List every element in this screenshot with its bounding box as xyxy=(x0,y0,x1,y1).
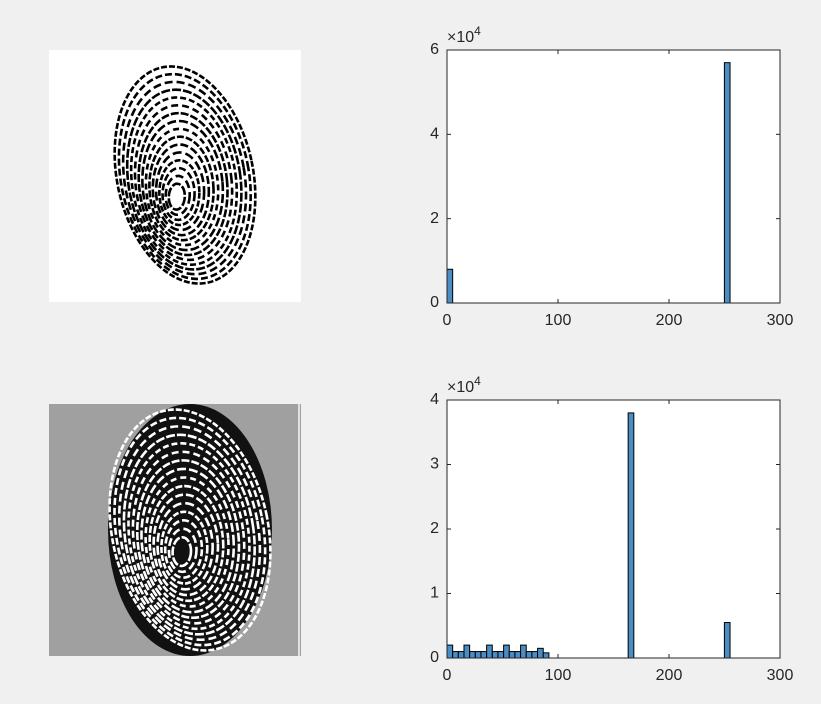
y-tick-label: 2 xyxy=(430,210,439,227)
ridge xyxy=(151,143,211,237)
ridge xyxy=(167,182,187,211)
ridge xyxy=(117,425,262,642)
x-tick-label: 100 xyxy=(545,312,572,329)
histogram-bar xyxy=(474,651,482,659)
histogram-bar xyxy=(503,644,510,659)
processed-fingerprint-image xyxy=(49,404,301,656)
histogram-bar xyxy=(537,647,544,659)
axes-background xyxy=(447,400,780,658)
histogram-bar xyxy=(486,644,493,659)
histogram-bar xyxy=(542,652,550,659)
y-tick-label: 1 xyxy=(430,585,439,602)
histogram-bar xyxy=(723,62,731,304)
ridge xyxy=(156,501,214,591)
ridge xyxy=(140,467,236,614)
histogram-bar xyxy=(446,268,454,304)
ridge xyxy=(158,158,201,227)
ridge xyxy=(108,408,272,652)
x-tick-label: 300 xyxy=(767,312,794,329)
ridge xyxy=(137,111,229,257)
histogram-bar xyxy=(520,644,527,659)
x-tick-label: 300 xyxy=(767,667,794,684)
y-tick-label: 3 xyxy=(430,456,439,473)
histogram-bar xyxy=(514,651,522,659)
ridge xyxy=(167,527,198,574)
ridge xyxy=(133,103,234,262)
y-tick-label: 6 xyxy=(430,41,439,58)
ridge xyxy=(163,519,204,580)
histogram-bar xyxy=(446,644,454,659)
ridge xyxy=(117,72,252,281)
multiplier-base: ×10 xyxy=(447,379,474,396)
histogram-bar xyxy=(491,651,499,659)
ridge xyxy=(144,476,230,608)
y-multiplier: ×104 xyxy=(447,374,481,396)
ridge xyxy=(164,174,192,217)
multiplier-exponent: 4 xyxy=(474,374,481,388)
x-tick-label: 200 xyxy=(656,667,683,684)
ridge xyxy=(125,88,243,271)
y-tick-label: 0 xyxy=(430,294,439,311)
x-tick-label: 0 xyxy=(443,312,452,329)
ridge xyxy=(144,127,220,247)
ridge xyxy=(154,151,206,232)
histogram-bar xyxy=(497,651,505,659)
histogram-bar xyxy=(469,651,476,659)
ridge xyxy=(171,536,193,568)
multiplier-exponent: 4 xyxy=(474,24,481,38)
histogram-bar xyxy=(480,651,488,659)
ridge xyxy=(127,442,251,631)
multiplier-base: ×10 xyxy=(447,29,474,46)
y-tick-label: 2 xyxy=(430,520,439,537)
ridge xyxy=(131,450,246,625)
axes-box xyxy=(446,49,781,304)
x-tick-label: 0 xyxy=(443,667,452,684)
x-tick-label: 100 xyxy=(545,667,572,684)
histogram-bar xyxy=(723,622,731,659)
y-multiplier: ×104 xyxy=(447,24,481,46)
y-tick-label: 4 xyxy=(430,126,439,143)
image-background xyxy=(49,50,301,302)
ridge xyxy=(148,135,215,242)
print-area xyxy=(108,404,272,656)
ridge xyxy=(161,166,196,222)
ridge xyxy=(129,96,239,266)
histogram-bar xyxy=(627,412,635,659)
histogram-bar xyxy=(508,651,516,659)
ridge xyxy=(122,433,256,636)
histogram-bar xyxy=(463,644,471,659)
ridge xyxy=(135,459,241,620)
ridge xyxy=(152,493,220,597)
ridge xyxy=(141,119,225,252)
ridge xyxy=(160,510,209,585)
histogram-bar xyxy=(525,651,533,659)
y-tick-label: 0 xyxy=(430,649,439,666)
ridge xyxy=(121,80,248,276)
histogram-bar xyxy=(531,651,539,659)
ridge xyxy=(148,484,225,603)
histogram-bar xyxy=(457,651,465,659)
ridge xyxy=(113,65,257,285)
binary-fingerprint-image xyxy=(49,50,301,302)
y-tick-label: 4 xyxy=(430,391,439,408)
x-tick-label: 200 xyxy=(656,312,683,329)
histogram-bar xyxy=(452,651,459,659)
